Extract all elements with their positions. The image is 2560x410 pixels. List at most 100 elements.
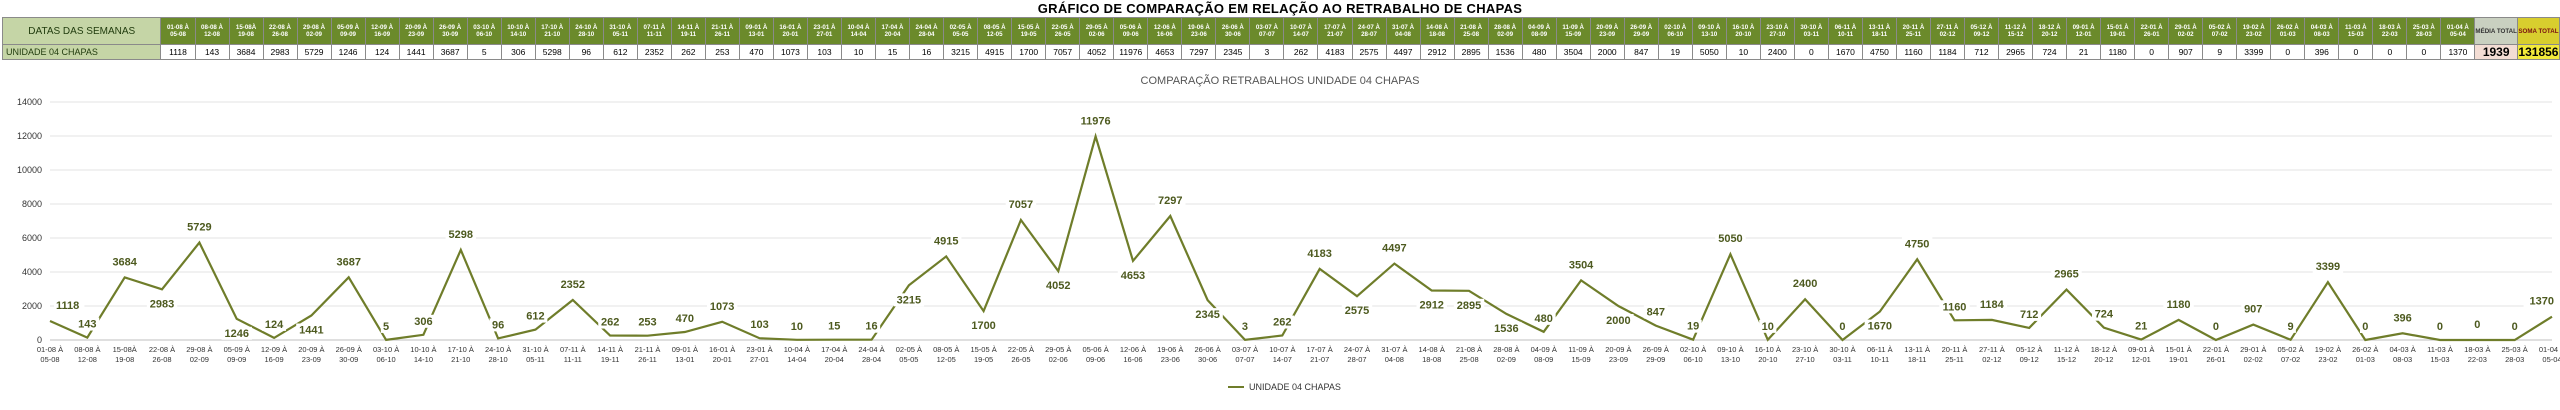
data-label-background <box>931 234 962 248</box>
week-value-cell: 3399 <box>2236 44 2272 60</box>
page-title: GRÁFICO DE COMPARAÇÃO EM RELAÇÃO AO RETR… <box>1037 1 1523 16</box>
week-header-cell: 05-12 À 09-12 <box>1963 17 2000 45</box>
series-line <box>49 132 2553 342</box>
x-tick-label: 11-11 <box>564 355 582 364</box>
week-header-cell: 05-09 À 09-09 <box>330 17 366 45</box>
week-value-cell: 4653 <box>1147 44 1183 60</box>
x-tick-label: 19-02 À <box>2315 345 2341 354</box>
data-label-background <box>2091 307 2116 321</box>
data-label: 3684 <box>112 256 137 268</box>
x-tick-label: 14-10 <box>414 355 433 364</box>
data-label-background <box>1005 198 1037 212</box>
x-tick-label: 02-09 <box>190 355 209 364</box>
x-tick-label: 31-07 À <box>1381 345 1407 354</box>
unit-row-label: UNIDADE 04 CHAPAS <box>1 44 162 60</box>
x-tick-label: 06-10 <box>376 355 395 364</box>
x-tick-label: 05-09 À <box>224 345 250 354</box>
week-value-cell: 4915 <box>977 44 1013 60</box>
data-label: 11976 <box>1081 115 1111 127</box>
data-label-background <box>2523 294 2554 308</box>
data-label-background <box>1043 279 1074 293</box>
week-value-cell: 1180 <box>2100 44 2136 60</box>
y-tick-label: 4000 <box>22 267 42 277</box>
week-value-cell: 15 <box>875 44 911 60</box>
week-value-cell: 2912 <box>1419 44 1455 60</box>
week-value-cell: 7057 <box>1045 44 1081 60</box>
data-label: 470 <box>676 313 694 325</box>
x-tick-label: 04-08 <box>1385 355 1404 364</box>
y-tick-label: 8000 <box>22 199 42 209</box>
data-label: 7297 <box>1158 195 1182 207</box>
data-label: 19 <box>1687 321 1699 333</box>
chart-title: COMPARAÇÃO RETRABALHOS UNIDADE 04 CHAPAS <box>1141 74 1420 87</box>
x-tick-label: 22-01 À <box>2203 345 2229 354</box>
x-tick-label: 05-06 À <box>1082 345 1108 354</box>
y-tick-label: 10000 <box>17 165 42 175</box>
data-label: 2575 <box>1345 305 1369 317</box>
week-value-cell: 1700 <box>1011 44 1047 60</box>
data-label: 306 <box>414 316 432 328</box>
average-value: 1939 <box>2474 44 2518 60</box>
x-tick-label: 28-03 <box>2505 355 2524 364</box>
data-label: 253 <box>638 317 656 329</box>
x-tick-label: 02-05 À <box>896 345 922 354</box>
week-header-cell: 30-10 À 03-11 <box>1793 17 1829 45</box>
data-label-background <box>1643 305 1668 319</box>
week-header-cell: 01-04 À 05-04 <box>2440 17 2476 45</box>
week-header-cell: 10-10 À 14-10 <box>500 17 536 45</box>
week-value-cell: 3 <box>1249 44 1285 60</box>
x-tick-label: 07-02 <box>2281 355 2300 364</box>
week-header-cell: 24-04 À 28-04 <box>909 17 945 45</box>
week-value-cell: 712 <box>1963 44 2000 60</box>
y-axis: 0 2000 4000 6000 8000 10000 12000 14000 <box>17 97 42 345</box>
week-value-cell: 396 <box>2304 44 2340 60</box>
week-value-cell: 0 <box>2134 44 2170 60</box>
week-value-cell: 3215 <box>943 44 979 60</box>
x-tick-label: 26-09 À <box>336 345 362 354</box>
week-value-cell: 21 <box>2066 44 2102 60</box>
week-header-cell: 10-07 À 14-07 <box>1283 17 1319 45</box>
week-header-cell: 19-06 À 23-06 <box>1181 17 1217 45</box>
legend-label: UNIDADE 04 CHAPAS <box>1249 382 1341 392</box>
x-tick-label: 15-03 <box>2430 355 2449 364</box>
week-value-cell: 5298 <box>534 44 570 60</box>
week-header-cell: 03-10 À 06-10 <box>466 17 502 45</box>
week-value-cell: 1184 <box>1929 44 1965 60</box>
data-label: 1073 <box>710 301 734 313</box>
week-value-cell: 0 <box>1793 44 1829 60</box>
week-header-cell: 23-01 À 27-01 <box>806 17 842 45</box>
week-header-cell: 29-05 À 02-06 <box>1079 17 1115 45</box>
x-tick-label: 28-04 <box>862 355 881 364</box>
x-tick-label: 06-10 <box>1684 355 1703 364</box>
data-label-background <box>75 317 100 331</box>
x-tick-label: 13-01 <box>675 355 694 364</box>
data-label: 5 <box>383 321 389 333</box>
data-label: 2912 <box>1419 299 1443 311</box>
data-label-background <box>1789 277 1821 291</box>
week-value-cell: 4183 <box>1317 44 1353 60</box>
week-header-cell: 14-11 À 19-11 <box>670 17 706 45</box>
week-value-cell: 0 <box>2270 44 2306 60</box>
data-label: 10 <box>1762 321 1774 333</box>
data-label-background <box>489 318 507 332</box>
x-tick-label: 03-11 <box>1833 355 1852 364</box>
x-tick-label: 03-10 À <box>373 345 399 354</box>
x-tick-label: 03-07 À <box>1232 345 1258 354</box>
data-label-background <box>1976 297 2008 311</box>
x-tick-label: 24-10 À <box>485 345 511 354</box>
week-value-cell: 847 <box>1623 44 1659 60</box>
data-label-background <box>1565 258 1597 272</box>
week-header-cell: 20-09 À 23-09 <box>398 17 434 45</box>
data-label: 9 <box>2288 321 2294 333</box>
x-tick-label: 25-11 <box>1945 355 1964 364</box>
x-tick-label: 05-05 <box>899 355 918 364</box>
x-tick-label: 28-08 À <box>1493 345 1519 354</box>
week-header-cell: 27-11 À 02-12 <box>1929 17 1965 45</box>
week-value-cell: 4750 <box>1861 44 1897 60</box>
data-label: 21 <box>2135 321 2147 333</box>
data-label-background <box>380 319 392 333</box>
week-header-cell: 04-03 À 08-03 <box>2304 17 2340 45</box>
week-header-cell: 22-05 À 26-05 <box>1045 17 1081 45</box>
week-value-cell: 2895 <box>1453 44 1489 60</box>
data-label: 1180 <box>2167 299 2191 311</box>
